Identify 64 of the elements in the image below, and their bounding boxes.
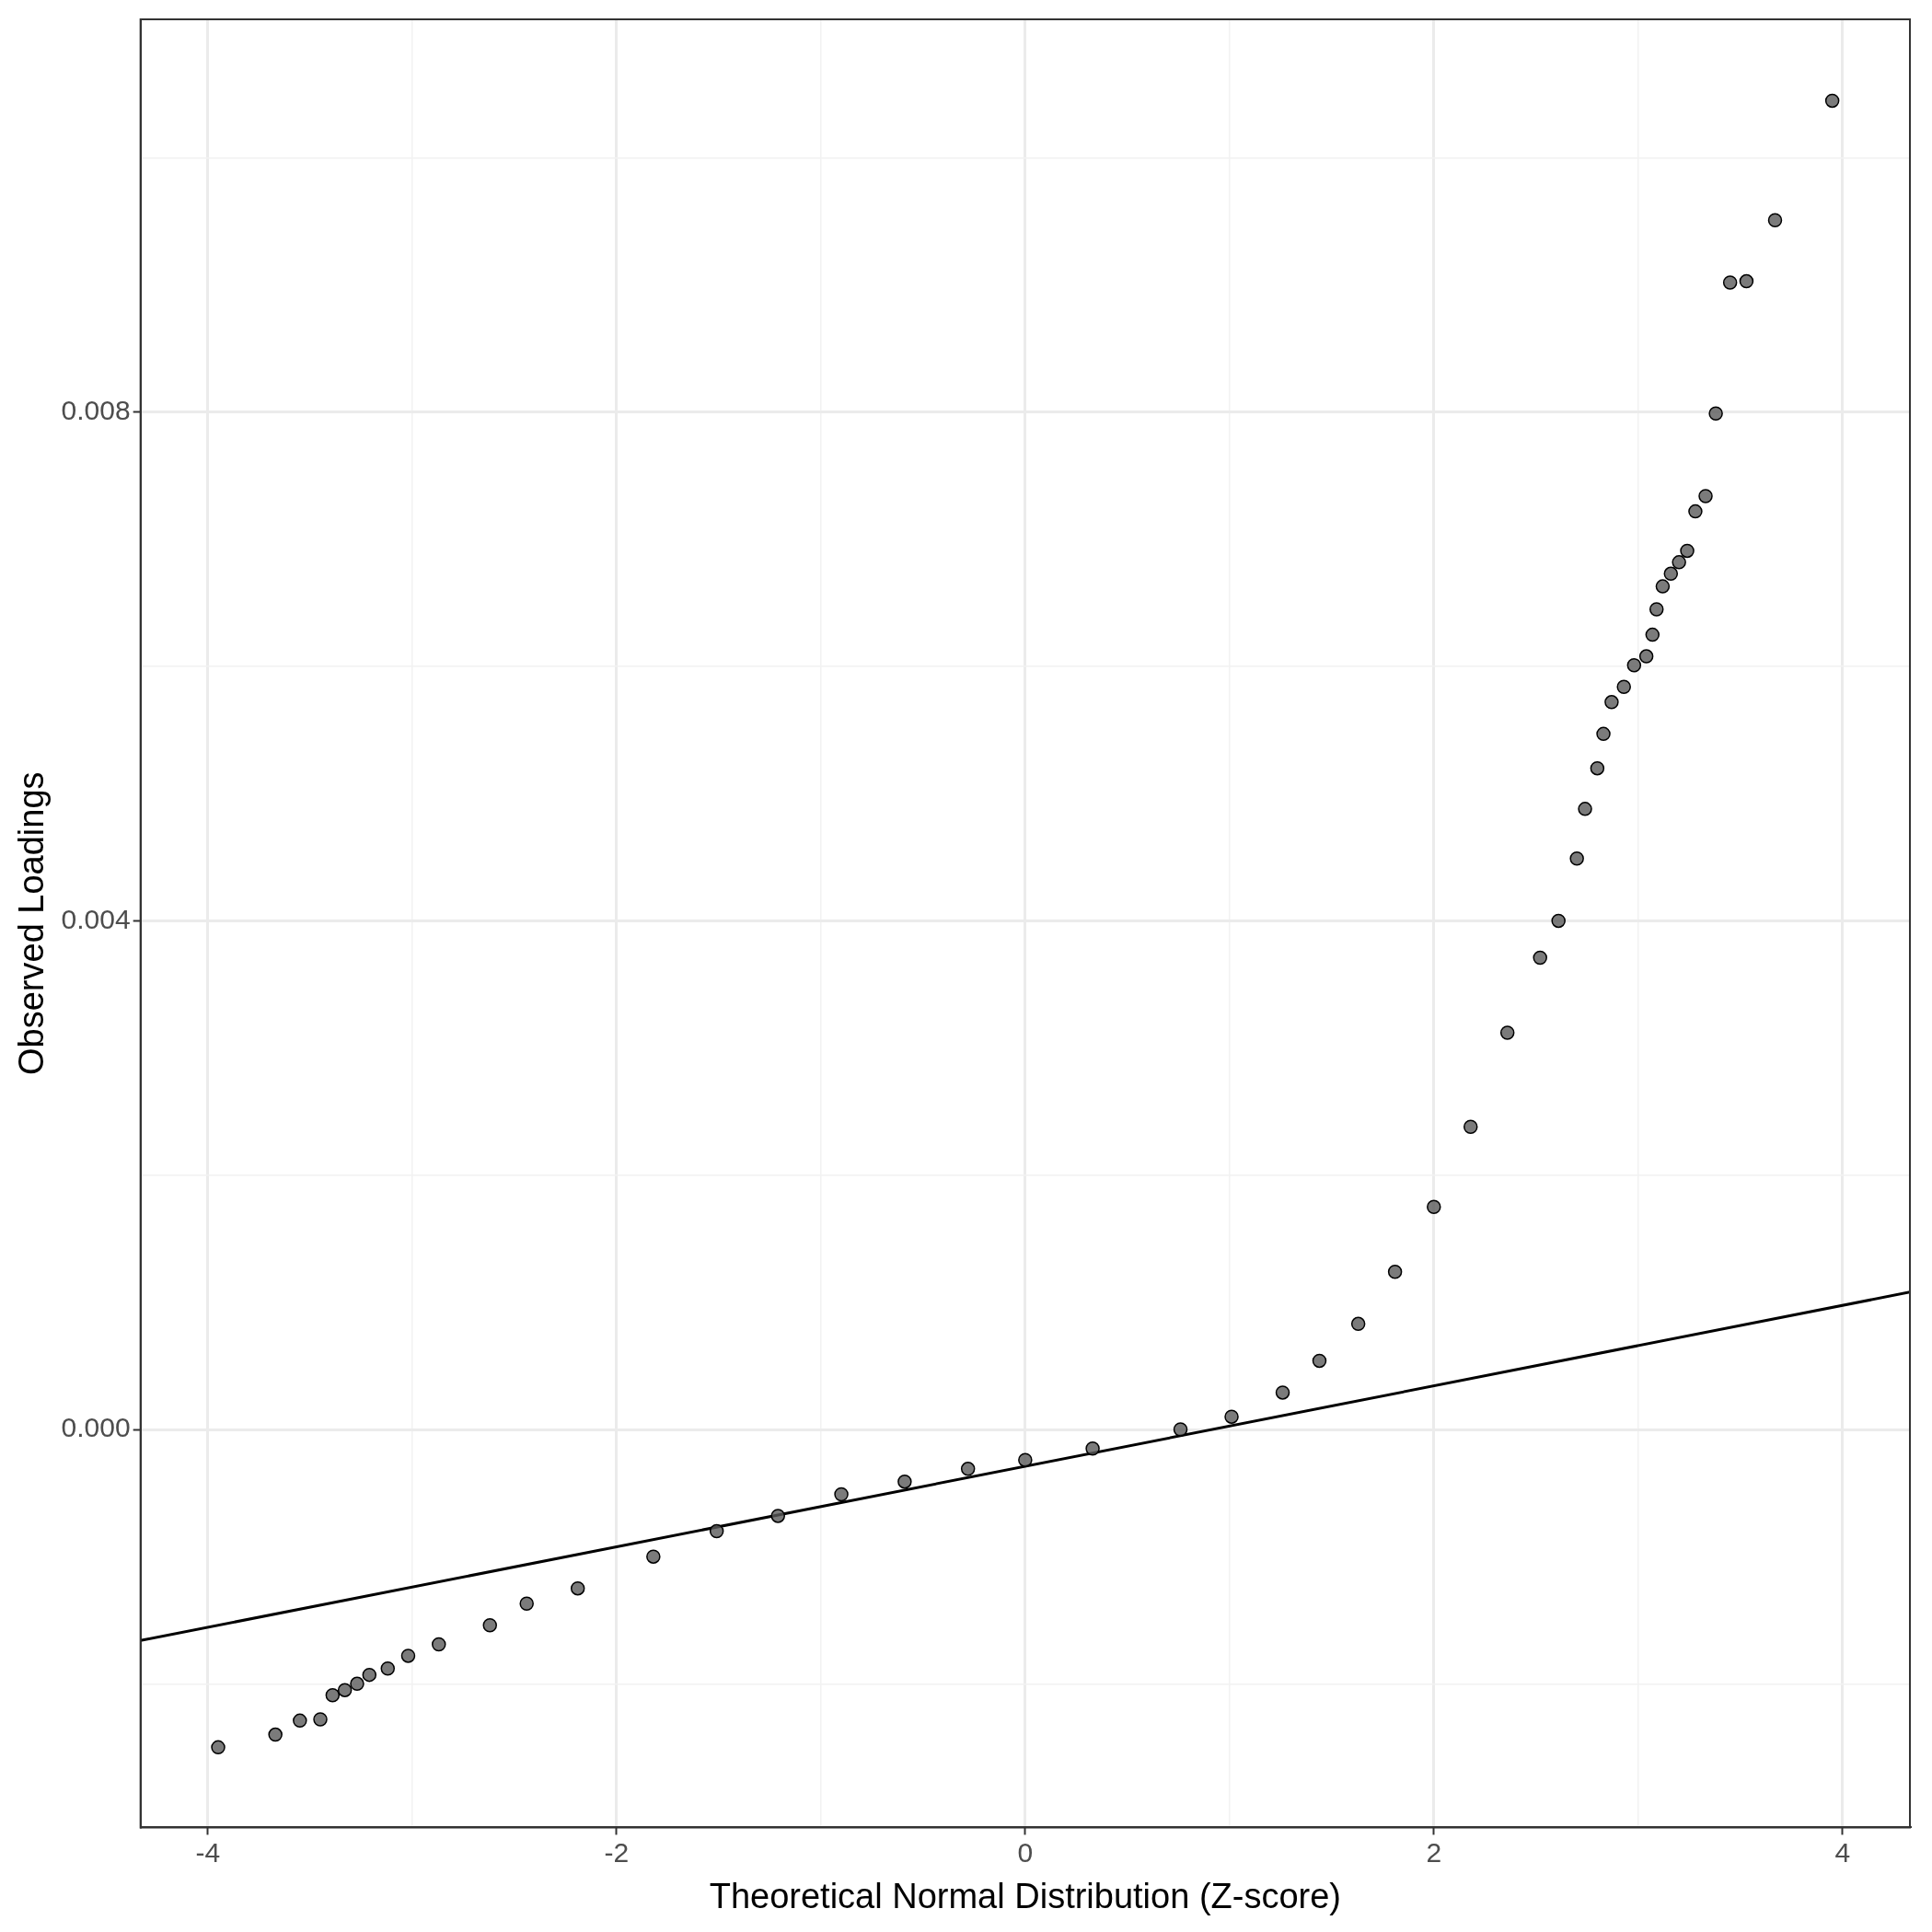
point <box>834 1487 849 1502</box>
point <box>325 1687 341 1703</box>
point <box>1173 1422 1188 1437</box>
point <box>1616 679 1631 694</box>
point <box>1739 273 1754 289</box>
point <box>1824 93 1840 109</box>
point <box>211 1740 226 1755</box>
point <box>400 1649 416 1663</box>
point <box>1590 760 1605 776</box>
point <box>293 1713 307 1729</box>
point <box>1663 566 1679 582</box>
x-tick-label: -4 <box>195 1836 221 1868</box>
x-tick-label: 4 <box>1834 1836 1851 1868</box>
point <box>313 1712 328 1727</box>
point <box>1645 627 1660 642</box>
point <box>362 1667 377 1683</box>
point <box>1708 406 1723 421</box>
x-tick-label: 0 <box>1017 1836 1034 1868</box>
y-tick-label: 0.000 <box>61 1412 131 1443</box>
point <box>380 1660 396 1676</box>
point <box>1688 503 1703 519</box>
point <box>1427 1199 1441 1215</box>
point <box>1224 1409 1239 1424</box>
point <box>1312 1353 1327 1369</box>
y-axis-title: Observed Loadings <box>12 771 52 1075</box>
point <box>350 1676 364 1692</box>
x-tick-label: -2 <box>604 1836 630 1868</box>
y-tick-label: 0.004 <box>61 903 131 934</box>
point <box>1604 695 1619 710</box>
point <box>1018 1452 1033 1467</box>
point <box>1626 658 1642 673</box>
point <box>1463 1119 1478 1134</box>
point <box>1085 1440 1100 1456</box>
point <box>1638 649 1654 664</box>
point <box>519 1596 534 1612</box>
point <box>432 1637 446 1652</box>
point <box>1596 726 1611 742</box>
point <box>570 1580 585 1596</box>
point <box>1672 555 1686 570</box>
point <box>646 1549 661 1564</box>
point <box>1649 602 1664 617</box>
point <box>960 1462 976 1476</box>
point <box>1767 213 1783 228</box>
point <box>1655 579 1671 594</box>
point <box>1578 802 1592 816</box>
point <box>1551 913 1566 929</box>
point <box>1680 543 1695 559</box>
point <box>1350 1316 1366 1332</box>
point <box>709 1523 724 1539</box>
point <box>1698 489 1713 503</box>
x-axis-title: Theoretical Normal Distribution (Z-score) <box>709 1876 1341 1915</box>
x-tick-label: 2 <box>1426 1836 1442 1868</box>
point <box>1533 950 1547 966</box>
point <box>268 1727 283 1742</box>
point <box>337 1683 353 1697</box>
point <box>482 1618 498 1633</box>
point <box>1722 275 1738 290</box>
point <box>1275 1385 1290 1400</box>
point <box>1387 1264 1403 1279</box>
point <box>1569 851 1584 866</box>
point <box>1499 1025 1515 1040</box>
point <box>770 1509 785 1523</box>
y-tick-label: 0.008 <box>61 395 131 426</box>
point <box>897 1474 912 1489</box>
